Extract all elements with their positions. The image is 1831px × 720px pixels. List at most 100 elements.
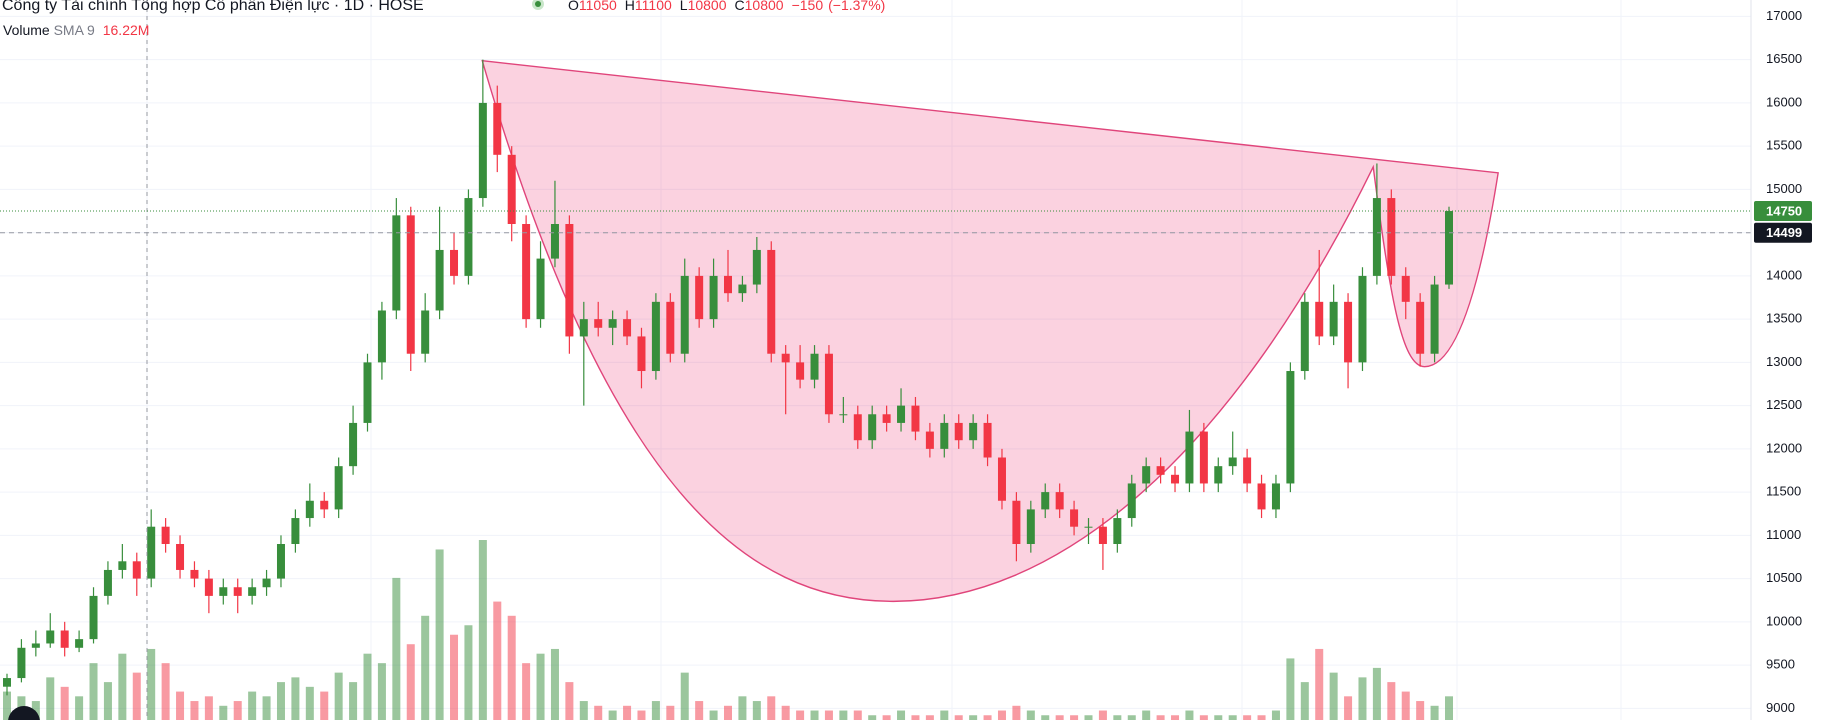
candle-body (1026, 509, 1035, 544)
candle-body (1358, 275, 1367, 363)
volume-bar (738, 696, 747, 720)
volume-bar (1098, 710, 1107, 720)
candle-body (1271, 483, 1280, 510)
volume-bar (623, 705, 632, 720)
volume-bar (435, 549, 444, 720)
volume-bar (305, 686, 314, 720)
volume-bar (1171, 715, 1180, 720)
candle-body (478, 102, 487, 199)
candle-body (608, 319, 617, 328)
last-price-badge (1754, 201, 1812, 222)
ohlc-value: 11050 (579, 0, 617, 13)
candle-body (839, 414, 848, 416)
volume-bar (810, 710, 819, 720)
candle-body (276, 544, 285, 579)
candle-body (868, 414, 877, 441)
candle-body (233, 587, 242, 596)
candle-body (1199, 431, 1208, 484)
ohlc-change-pct: (−1.37%) (828, 0, 885, 13)
candle-body (60, 630, 69, 648)
candle-body (1315, 301, 1324, 337)
candle-body (493, 102, 502, 155)
candle-body (507, 154, 516, 224)
volume-bar (1228, 715, 1237, 720)
volume-bar (1430, 705, 1439, 720)
candle-body (320, 500, 329, 510)
volume-bar (1358, 677, 1367, 720)
candle-body (810, 353, 819, 380)
candle-body (363, 362, 372, 423)
crosshair-label: 14499 (1766, 225, 1802, 240)
tv-logo[interactable] (8, 706, 40, 720)
volume-bar (940, 710, 949, 720)
candle-body (46, 630, 55, 644)
candle-body (450, 249, 459, 276)
candle-body (565, 224, 574, 337)
volume-bar (291, 677, 300, 720)
volume-bar (75, 696, 84, 720)
volume-bar (493, 601, 502, 720)
volume-bar (3, 691, 11, 720)
candle-body (897, 405, 906, 423)
candle-body (421, 310, 430, 354)
ohlc-key: C (735, 0, 745, 13)
candle-body (997, 457, 1006, 501)
volume-name: Volume (3, 22, 50, 38)
volume-bar (594, 705, 603, 720)
volume-bar (464, 625, 473, 720)
volume-bar (1012, 705, 1021, 720)
candle-body (1084, 526, 1093, 528)
candle-body (1098, 526, 1107, 544)
crosshair-badge (1754, 222, 1812, 243)
overlay (0, 0, 1751, 720)
volume-bar (579, 701, 588, 720)
volume-bar (363, 653, 372, 720)
volume-bar (1300, 682, 1309, 720)
y-tick-label: 9000 (1766, 700, 1795, 715)
candle-body (1286, 371, 1295, 484)
candle-body (1430, 284, 1439, 354)
volume-bar (536, 653, 545, 720)
volume-bar (89, 663, 98, 720)
candle-body (464, 198, 473, 276)
candle-body (219, 587, 228, 596)
volume-bar (406, 644, 415, 720)
volume-bar (450, 634, 459, 720)
candle-body (377, 310, 386, 363)
symbol-title: Công ty Tài chính Tổng hợp Cổ phần Điện … (2, 0, 424, 14)
candle-body (1185, 431, 1194, 484)
volume-bar (695, 701, 704, 720)
y-tick-label: 15500 (1766, 138, 1802, 153)
ohlc-key: L (680, 0, 688, 13)
volume-bar (276, 682, 285, 720)
candle-body (594, 319, 603, 328)
candle-body (1156, 466, 1165, 475)
candle-body (911, 405, 920, 432)
candle-body (147, 526, 156, 579)
volume-value: 16.22M (103, 22, 150, 38)
price-axis-labels: 9000 9500 10000 10500 11000 11500 12000 12500 13… (1754, 8, 1812, 715)
candle-body (1387, 198, 1396, 276)
volume-bar (983, 715, 992, 720)
volume-bar (1026, 710, 1035, 720)
candle-body (1171, 474, 1180, 484)
y-tick-label: 10500 (1766, 570, 1802, 585)
volume-bar (320, 691, 329, 720)
candle-body (305, 500, 314, 519)
y-tick-label: 13500 (1766, 311, 1802, 326)
volume-bar (781, 705, 790, 720)
volume-indicator: SMA 9 (54, 22, 95, 38)
candle-body (767, 249, 776, 354)
y-tick-label: 17000 (1766, 8, 1802, 23)
ohlc-key: H (625, 0, 635, 13)
volume-bar (219, 705, 228, 720)
candle-body (925, 431, 934, 449)
y-tick-label: 15000 (1766, 181, 1802, 196)
candle-body (118, 561, 127, 570)
volume-bar (1372, 667, 1381, 720)
volume-pane (3, 540, 1453, 720)
volume-bar (954, 715, 963, 720)
volume-bar (392, 577, 401, 720)
volume-bar (608, 710, 617, 720)
